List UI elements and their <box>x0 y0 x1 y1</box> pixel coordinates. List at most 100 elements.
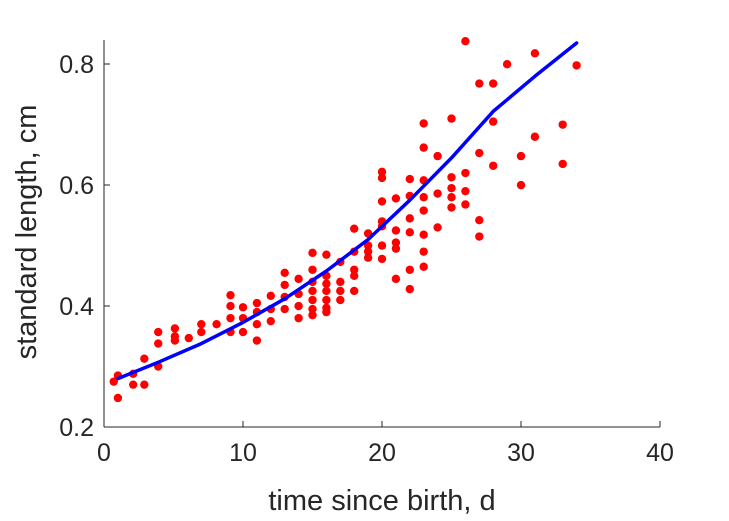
y-tick-label: 0.6 <box>59 172 94 200</box>
data-point <box>363 247 373 256</box>
x-tick-label: 30 <box>507 439 535 467</box>
data-point <box>308 304 317 314</box>
data-point <box>238 303 248 312</box>
data-point <box>377 173 387 183</box>
data-point <box>266 316 275 326</box>
data-point <box>391 194 401 203</box>
data-point <box>226 301 235 311</box>
data-point <box>170 336 180 345</box>
y-tick-label: 0.2 <box>59 414 94 442</box>
data-point <box>322 286 331 296</box>
data-point <box>405 265 414 274</box>
y-axis-ticks: 0.2 0.4 0.6 0.8 <box>59 51 110 442</box>
data-point <box>461 186 470 196</box>
data-point <box>308 286 317 296</box>
data-point <box>226 290 235 300</box>
data-point <box>308 310 317 320</box>
data-point <box>252 320 262 329</box>
data-point <box>154 327 163 337</box>
data-point <box>226 313 235 323</box>
data-point <box>377 241 387 250</box>
data-point <box>475 232 484 241</box>
data-point <box>502 59 512 69</box>
data-point <box>558 159 567 169</box>
data-point <box>516 180 526 190</box>
data-point <box>391 244 401 253</box>
data-point <box>447 183 456 193</box>
data-point <box>377 197 387 206</box>
data-point <box>266 291 275 300</box>
data-point <box>322 307 331 317</box>
data-point <box>336 277 345 287</box>
data-point <box>322 279 331 288</box>
data-point <box>530 49 540 58</box>
data-point <box>113 393 123 403</box>
data-point <box>419 262 428 271</box>
data-point <box>489 79 498 88</box>
data-point <box>308 265 317 274</box>
fit-curve-layer <box>116 41 579 381</box>
data-point <box>170 324 180 333</box>
data-point <box>252 298 262 308</box>
data-point <box>377 167 387 177</box>
data-point <box>405 174 414 184</box>
data-point <box>419 193 428 202</box>
data-point <box>322 295 331 305</box>
data-point <box>419 247 428 256</box>
data-point <box>280 268 289 278</box>
x-tick-label: 0 <box>97 439 111 467</box>
data-point <box>350 265 359 274</box>
data-point <box>238 327 248 337</box>
data-point <box>572 61 581 70</box>
data-point <box>405 214 414 223</box>
data-point <box>475 148 484 158</box>
data-point <box>447 114 456 123</box>
data-point <box>475 79 484 88</box>
data-point <box>363 241 373 250</box>
x-tick-label: 40 <box>646 439 674 467</box>
y-tick-label: 0.8 <box>59 51 94 79</box>
data-point <box>212 320 221 329</box>
x-tick-label: 10 <box>229 439 257 467</box>
data-point <box>391 226 401 235</box>
data-point <box>294 301 303 311</box>
data-point <box>530 132 540 141</box>
data-point <box>419 230 428 239</box>
data-point <box>109 377 118 386</box>
data-point <box>363 253 373 262</box>
data-point <box>197 320 206 329</box>
data-point <box>294 313 303 323</box>
data-point <box>489 161 498 170</box>
x-tick-label: 20 <box>368 439 396 467</box>
data-point <box>154 339 163 348</box>
data-point <box>252 336 262 345</box>
data-point <box>336 286 345 296</box>
data-point <box>489 117 498 126</box>
data-point <box>516 151 526 161</box>
data-point <box>197 327 206 337</box>
data-point <box>280 304 289 314</box>
data-point <box>294 274 303 284</box>
data-point <box>419 143 428 152</box>
data-point <box>350 286 359 296</box>
data-point <box>475 215 484 225</box>
data-point <box>128 380 138 389</box>
data-point <box>461 168 470 178</box>
data-point <box>558 120 567 129</box>
data-point <box>447 173 456 182</box>
data-point <box>322 250 331 259</box>
data-point <box>419 119 428 128</box>
y-axis-title: standard length, cm <box>11 105 43 360</box>
fit-curve <box>116 41 579 381</box>
data-point <box>405 284 414 294</box>
data-point <box>308 295 317 305</box>
scatter-points <box>109 37 581 403</box>
data-point <box>140 380 149 389</box>
data-point <box>433 223 442 232</box>
data-point <box>350 224 359 233</box>
x-axis-ticks: 0 10 20 30 40 <box>97 421 674 467</box>
data-point <box>391 238 401 247</box>
data-point <box>308 248 317 258</box>
data-point <box>391 274 401 284</box>
